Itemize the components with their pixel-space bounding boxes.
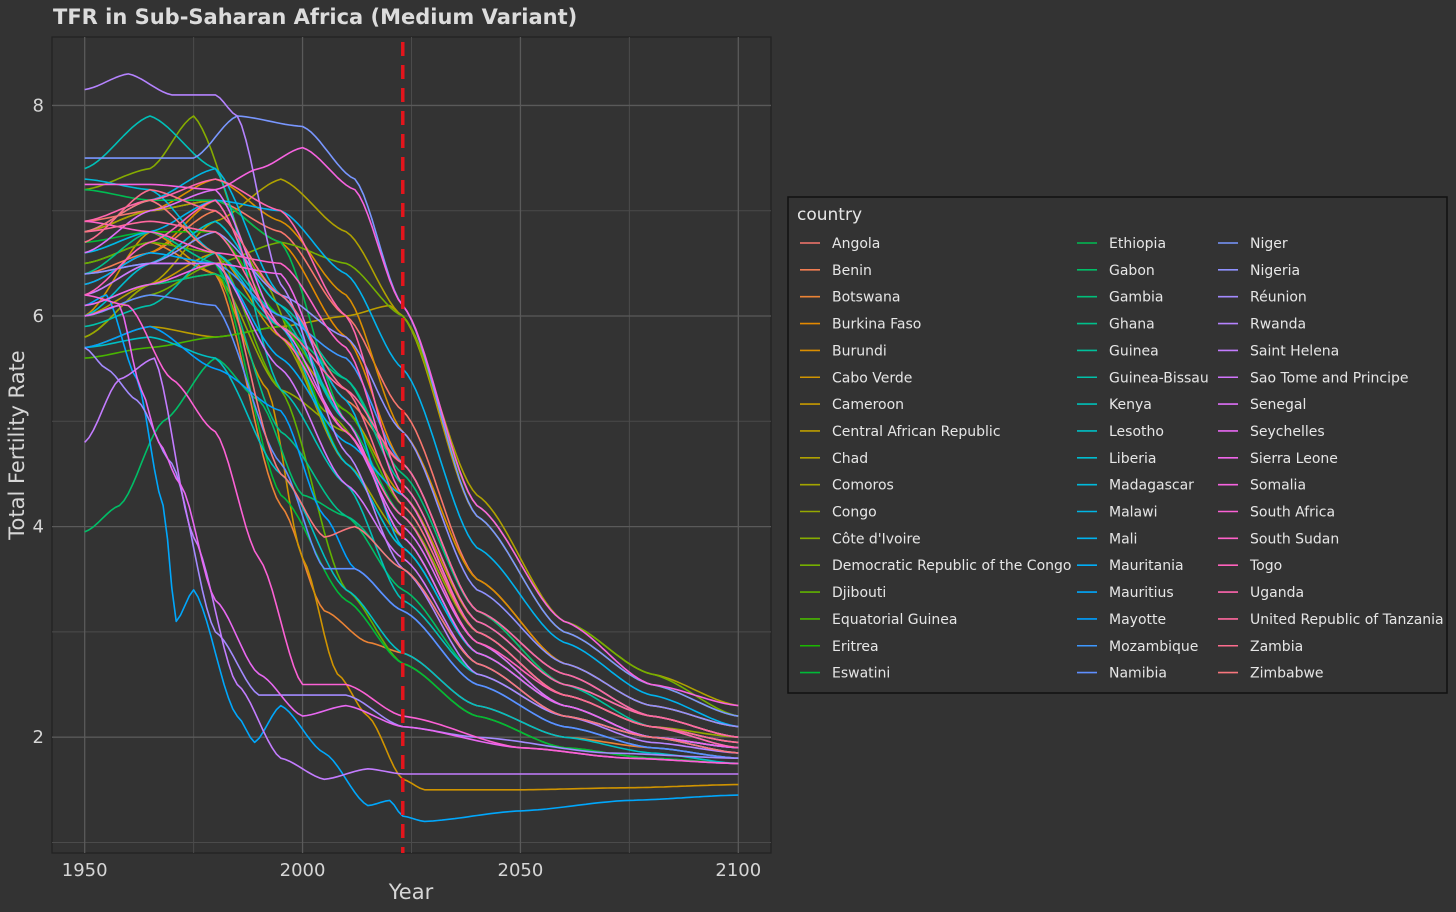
legend-label: Equatorial Guinea: [832, 612, 957, 628]
series-line: [84, 199, 739, 728]
x-tick-label: 2000: [280, 860, 326, 881]
legend-label: Gambia: [1109, 290, 1163, 306]
legend-label: Togo: [1249, 558, 1282, 574]
legend-label: Somalia: [1250, 478, 1306, 494]
legend-label: Niger: [1250, 236, 1288, 252]
legend-label: Ethiopia: [1109, 236, 1166, 252]
x-axis-tick-labels: 1950 2000 2050 2100: [62, 860, 761, 881]
legend-label: Sierra Leone: [1250, 451, 1338, 467]
legend-label: Eritrea: [832, 639, 879, 655]
legend-label: Congo: [832, 505, 877, 521]
legend-label: South Africa: [1250, 505, 1335, 521]
legend-label: Burundi: [832, 343, 887, 359]
legend-label: Burkina Faso: [832, 317, 921, 333]
series-line: [84, 146, 739, 707]
y-tick-label: 4: [33, 517, 44, 538]
x-tick-label: 2100: [715, 860, 761, 881]
legend-label: Sao Tome and Principe: [1250, 370, 1409, 386]
legend-label: Central African Republic: [832, 424, 1001, 440]
y-axis-title: Total Fertility Rate: [5, 350, 29, 540]
series-line: [84, 262, 739, 749]
series-line: [84, 294, 739, 823]
series-line: [84, 178, 739, 738]
legend-label: Seychelles: [1250, 424, 1325, 440]
x-tick-label: 1950: [62, 860, 108, 881]
series-line: [84, 231, 739, 728]
x-axis-title: Year: [388, 880, 434, 904]
legend-label: Botswana: [832, 290, 900, 306]
series-line: [84, 199, 739, 754]
legend-label: Djibouti: [832, 585, 886, 601]
legend-label: Rwanda: [1250, 317, 1306, 333]
legend-label: Senegal: [1250, 397, 1306, 413]
legend-label: Madagascar: [1109, 478, 1194, 494]
legend-label: Namibia: [1109, 666, 1167, 682]
legend-label: Comoros: [832, 478, 894, 494]
legend-label: Mayotte: [1109, 612, 1166, 628]
legend-label: Mauritania: [1109, 558, 1184, 574]
legend-title: country: [797, 205, 862, 225]
legend-label: Côte d'Ivoire: [832, 531, 921, 547]
series-line: [84, 241, 739, 717]
legend-label: Cabo Verde: [832, 370, 912, 386]
legend-label: Lesotho: [1109, 424, 1164, 440]
legend-label: Mauritius: [1109, 585, 1174, 601]
legend-label: Gabon: [1109, 263, 1155, 279]
major-gridlines: [52, 37, 771, 853]
chart-title: TFR in Sub-Saharan Africa (Medium Varian…: [53, 5, 577, 29]
legend-label: Mali: [1109, 531, 1137, 547]
legend-label: Cameroon: [832, 397, 904, 413]
legend-label: United Republic of Tanzania: [1250, 612, 1444, 628]
legend-label: Kenya: [1109, 397, 1152, 413]
legend-label: Angola: [832, 236, 880, 252]
series-lines: [84, 73, 739, 823]
legend-label: Malawi: [1109, 505, 1157, 521]
series-line: [84, 294, 739, 759]
legend-entries: Angola Benin Botswana Burkina Faso Burundi Ca…: [800, 236, 1444, 682]
legend-label: Nigeria: [1250, 263, 1300, 279]
legend-label: Guinea: [1109, 343, 1159, 359]
legend-label: Benin: [832, 263, 872, 279]
legend-label: Liberia: [1109, 451, 1156, 467]
y-tick-label: 8: [33, 95, 44, 116]
legend-label: Zimbabwe: [1250, 666, 1324, 682]
y-tick-label: 2: [33, 727, 44, 748]
legend-label: Saint Helena: [1250, 343, 1339, 359]
legend-label: Democratic Republic of the Congo: [832, 558, 1071, 574]
series-line: [84, 336, 739, 765]
legend-label: Eswatini: [832, 666, 890, 682]
series-line: [84, 188, 739, 744]
legend-label: Guinea-Bissau: [1109, 370, 1209, 386]
legend-label: Réunion: [1250, 290, 1307, 306]
series-line: [84, 294, 739, 765]
x-tick-label: 2050: [498, 860, 544, 881]
legend-label: Chad: [832, 451, 868, 467]
legend-label: Zambia: [1250, 639, 1303, 655]
series-line: [84, 220, 739, 738]
legend-label: Uganda: [1250, 585, 1304, 601]
y-tick-label: 6: [33, 306, 44, 327]
legend-label: Mozambique: [1109, 639, 1198, 655]
legend-label: South Sudan: [1250, 531, 1339, 547]
legend-box: [787, 196, 1448, 694]
y-axis-tick-labels: 2 4 6 8: [33, 95, 44, 748]
legend-label: Ghana: [1109, 317, 1155, 333]
series-line: [84, 357, 739, 781]
